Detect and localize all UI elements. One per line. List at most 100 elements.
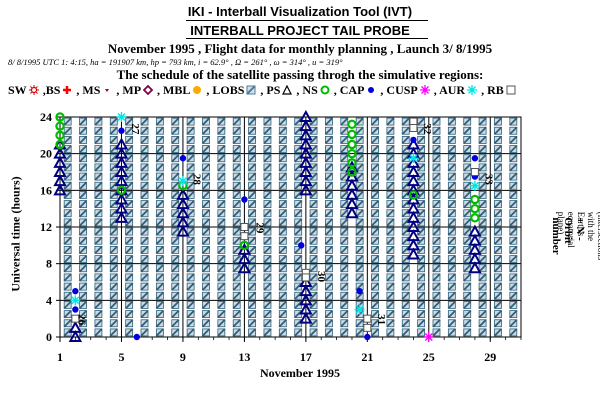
lobs-marker: [78, 309, 88, 319]
lobs-marker: [232, 218, 241, 227]
lobs-marker: [186, 126, 195, 135]
lobs-marker: [386, 117, 395, 126]
lobs-marker: [140, 218, 149, 227]
lobs-marker: [432, 227, 441, 236]
lobs-marker: [125, 264, 134, 273]
lobs-marker: [125, 328, 134, 337]
lobs-marker: [355, 181, 364, 190]
lobs-marker: [340, 227, 349, 236]
lobs-marker: [432, 135, 441, 145]
lobs-marker: [78, 199, 88, 209]
legend-item-cap: , CAP: [334, 83, 377, 98]
lobs-marker: [278, 282, 287, 291]
lobs-marker: [247, 199, 257, 209]
lobs-marker: [171, 135, 180, 145]
lobs-marker: [63, 282, 72, 291]
lobs-marker: [324, 144, 334, 154]
lobs-marker: [125, 135, 134, 145]
lobs-marker: [509, 319, 518, 328]
lobs-marker: [186, 144, 195, 154]
lobs-marker: [340, 209, 349, 218]
lobs-marker: [355, 117, 364, 126]
ps-marker: [299, 128, 313, 141]
lobs-marker: [78, 163, 88, 172]
lobs-marker: [447, 319, 456, 328]
cap-marker: [118, 127, 125, 134]
lobs-marker: [324, 264, 334, 273]
lobs-marker: [232, 172, 241, 181]
lobs-marker: [416, 300, 426, 310]
rb-marker: [409, 124, 418, 132]
lobs-marker: [186, 319, 195, 328]
lobs-marker: [324, 245, 334, 255]
lobs-marker: [478, 163, 487, 172]
lobs-marker: [463, 190, 472, 200]
ps-marker: [406, 155, 421, 168]
lobs-marker: [155, 328, 165, 337]
lobs-marker: [432, 172, 441, 181]
lobs-marker: [509, 291, 518, 300]
lobs-marker: [509, 190, 518, 200]
cusp-marker: [423, 332, 434, 342]
lobs-marker: [109, 300, 118, 310]
lobs-marker: [232, 328, 241, 337]
orbit-number-label: 27: [129, 123, 141, 134]
lobs-marker: [432, 199, 441, 209]
lobs-marker: [493, 245, 503, 255]
lobs-marker: [78, 291, 88, 300]
lobs-marker: [478, 227, 487, 236]
ps-marker: [345, 169, 359, 182]
lobs-marker: [247, 245, 257, 255]
lobs-marker: [493, 264, 503, 273]
legend-label: , MBL: [157, 82, 191, 97]
lobs-marker: [370, 245, 380, 255]
lobs-marker: [109, 319, 118, 328]
legend-label: , LOBS: [206, 82, 245, 97]
lobs-marker: [493, 254, 503, 264]
lobs-marker: [355, 163, 364, 172]
lobs-marker: [247, 300, 257, 310]
lobs-marker: [232, 291, 241, 300]
lobs-marker: [340, 190, 349, 200]
lobs-marker: [386, 172, 395, 181]
lobs-marker: [355, 209, 364, 218]
lobs-marker: [416, 273, 426, 282]
lobs-marker: [217, 135, 226, 145]
lobs-marker: [355, 273, 364, 282]
lobs-marker: [155, 264, 165, 273]
lobs-marker: [186, 291, 195, 300]
ps-marker: [68, 320, 83, 333]
lobs-marker: [493, 236, 503, 245]
lobs-marker: [416, 117, 426, 126]
lobs-marker: [386, 291, 395, 300]
lobs-marker: [186, 135, 195, 145]
lobs-marker: [493, 144, 503, 154]
lobs-marker: [94, 319, 103, 328]
rb-marker: [363, 323, 372, 332]
lobs-marker: [232, 209, 241, 218]
lobs-marker: [493, 199, 503, 209]
lobs-marker: [217, 273, 226, 282]
lobs-marker: [140, 154, 149, 163]
ns-marker: [239, 240, 250, 251]
lobs-marker: [463, 291, 472, 300]
lobs-marker: [78, 144, 88, 154]
legend-item-lobs: , LOBS: [206, 82, 257, 98]
lobs-marker: [493, 273, 503, 282]
lobs-marker: [171, 273, 180, 282]
lobs-marker: [140, 144, 149, 154]
legend-label: ,BS: [42, 82, 61, 97]
lobs-marker: [340, 181, 349, 190]
ns-marker: [55, 130, 65, 141]
lobs-marker: [171, 163, 180, 172]
lobs-marker: [263, 309, 272, 319]
lobs-marker: [370, 264, 380, 273]
lobs-marker: [186, 190, 195, 200]
lobs-marker: [463, 254, 472, 264]
lobs-marker: [201, 199, 211, 209]
ps-marker: [176, 224, 190, 237]
lobs-marker: [201, 291, 211, 300]
ps-marker: [237, 261, 252, 274]
legend-label: , CUSP: [380, 82, 418, 97]
blue-dot-icon: [368, 87, 375, 93]
